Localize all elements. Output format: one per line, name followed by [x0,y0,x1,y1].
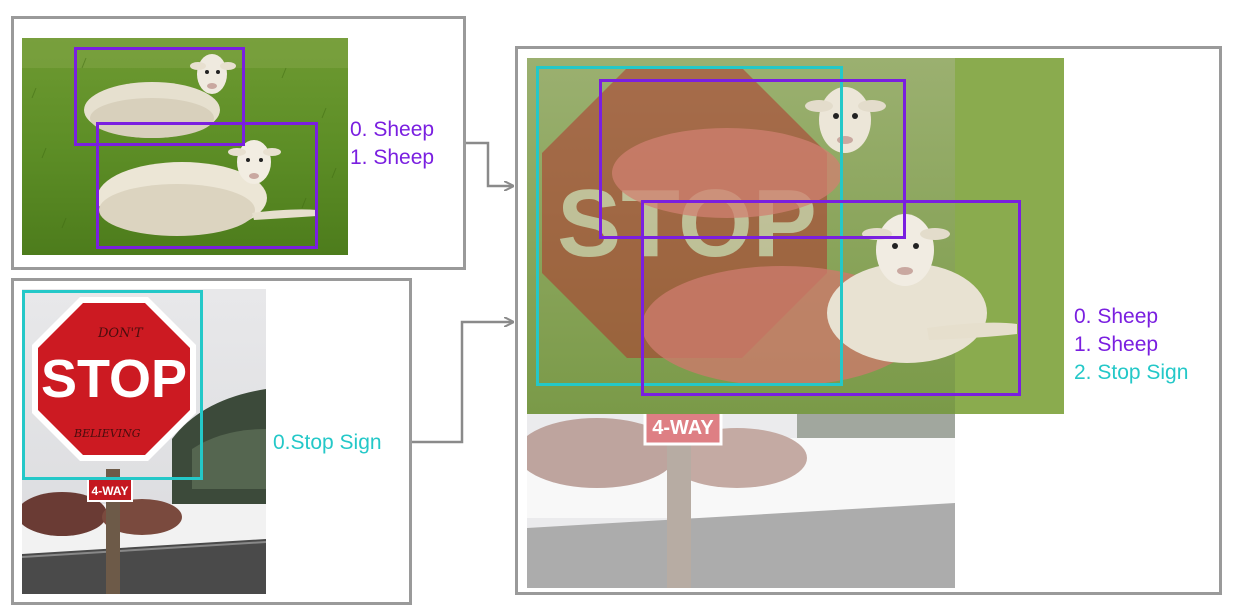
mixed-label-2: 2. Stop Sign [1074,361,1189,384]
graffiti-top-text: DON'T [97,326,144,341]
sheep-1-bbox [96,122,318,249]
mixed-stop-sign-bbox [536,66,843,386]
sheep-0-bbox [74,47,245,146]
mixed-sheep-1-bbox [641,200,1021,396]
mixed-label-1: 1. Sheep [1074,333,1159,356]
arrow-icon [412,322,512,444]
mixed-four-way-text: 4-WAY [652,417,714,439]
sheep-label-1: 1. Sheep [350,146,435,169]
stop-label-0: 0.Stop Sign [273,431,382,454]
stop-sign-art: 4-WAY STOP DON'T BELIEVING [22,289,266,594]
graffiti-bottom-text: BELIEVING [73,427,141,440]
four-way-text: 4-WAY [92,484,129,498]
mixed-label-0: 0. Sheep [1074,305,1159,328]
stop-sign-0-bbox [22,290,203,480]
arrow-icon [466,141,512,186]
mixed-sheep-0-bbox [599,79,906,239]
stop-text: STOP [41,349,187,409]
sheep-label-0: 0. Sheep [350,118,435,141]
stop-sign-photo: 4-WAY STOP DON'T BELIEVING [22,289,266,594]
